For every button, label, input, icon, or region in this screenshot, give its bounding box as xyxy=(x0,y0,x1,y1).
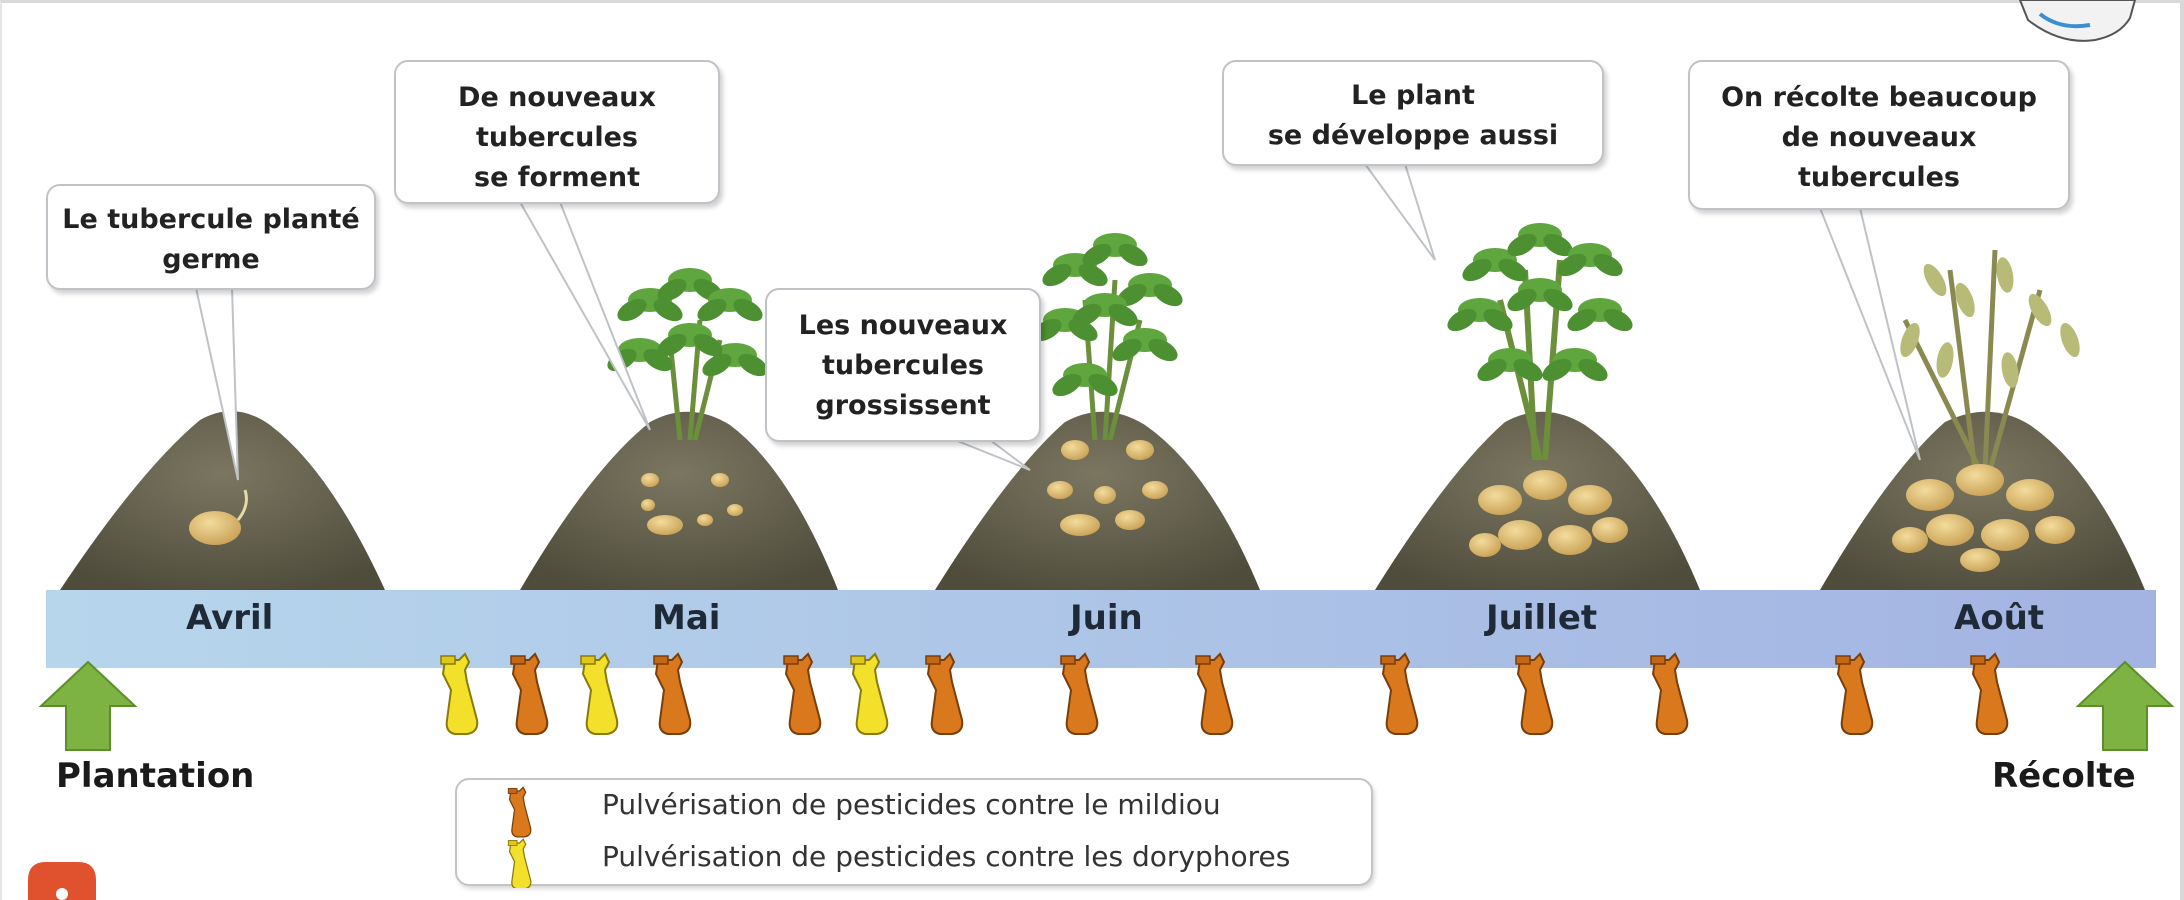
large-tubers-icon xyxy=(1469,470,1628,557)
month-label-mai: Mai xyxy=(652,598,721,638)
bubble-text-line: tubercules xyxy=(476,122,638,153)
potato-plant-july-icon xyxy=(1443,223,1637,461)
bubble-text-line: De nouveaux xyxy=(458,82,656,113)
timeline-band xyxy=(46,590,2156,668)
legend-box: Pulvérisation de pesticides contre le mi… xyxy=(455,778,1373,888)
recolte-label: Récolte xyxy=(1992,756,2136,796)
bubble-text-line: grossissent xyxy=(815,390,991,421)
planted-tuber-icon xyxy=(189,511,241,545)
bubble-text-line: se développe aussi xyxy=(1267,120,1559,151)
corner-badge-icon xyxy=(28,862,96,900)
month-label-avril: Avril xyxy=(186,598,274,638)
legend-mildiou-label: Pulvérisation de pesticides contre le mi… xyxy=(602,788,1221,821)
soil-mound-july xyxy=(1375,223,1700,590)
bubble-tuber-germinates: Le tubercule planté germe xyxy=(46,184,376,290)
bubble-new-tubers-form: De nouveaux tubercules se forment xyxy=(394,60,720,204)
growing-tubers-icon xyxy=(1047,440,1168,536)
month-label-aout: Août xyxy=(1954,598,2045,638)
soil-mound-may xyxy=(520,268,838,590)
legend-icons xyxy=(507,786,532,888)
bubble-text-line: On récolte beaucoup xyxy=(1721,82,2037,113)
recolte-arrow-icon xyxy=(2075,660,2175,751)
bubble-text-line: Les nouveaux xyxy=(798,310,1008,341)
bubble-text-line: de nouveaux xyxy=(1781,122,1977,153)
legend-mildiou-icon xyxy=(507,786,532,838)
bubble-text-line: Le tubercule planté xyxy=(62,204,360,235)
potato-plant-may-icon xyxy=(603,268,772,441)
legend-doryphores-label: Pulvérisation de pesticides contre les d… xyxy=(602,840,1291,873)
bubble-text-line: Le plant xyxy=(1351,80,1475,111)
legend-doryphores-icon xyxy=(507,838,532,888)
bubble-text-line: tubercules xyxy=(822,350,984,381)
bubble-plant-develops: Le plant se développe aussi xyxy=(1222,60,1604,166)
wilting-plant-august-icon xyxy=(1900,249,2080,472)
bubble-harvest: On récolte beaucoup de nouveaux tubercul… xyxy=(1688,60,2070,210)
bubble-tubers-grow: Les nouveaux tubercules grossissent xyxy=(765,288,1041,442)
soil-mound-april xyxy=(60,411,385,590)
soil-mound-august xyxy=(1820,249,2145,590)
bubble-text-line: germe xyxy=(162,244,260,275)
bubble-text-line: se forment xyxy=(474,162,640,193)
month-label-juin: Juin xyxy=(1070,598,1143,638)
plantation-arrow-icon xyxy=(38,660,138,751)
month-label-juillet: Juillet xyxy=(1486,598,1598,638)
harvest-tubers-icon xyxy=(1892,464,2075,572)
bubble-text-line: tubercules xyxy=(1798,162,1960,193)
small-tubers-icon xyxy=(641,473,743,535)
potato-plant-june-icon xyxy=(1028,233,1187,441)
hand-cursor-icon xyxy=(2018,0,2137,42)
soil-mound-june xyxy=(935,233,1260,590)
plantation-label: Plantation xyxy=(56,756,255,796)
